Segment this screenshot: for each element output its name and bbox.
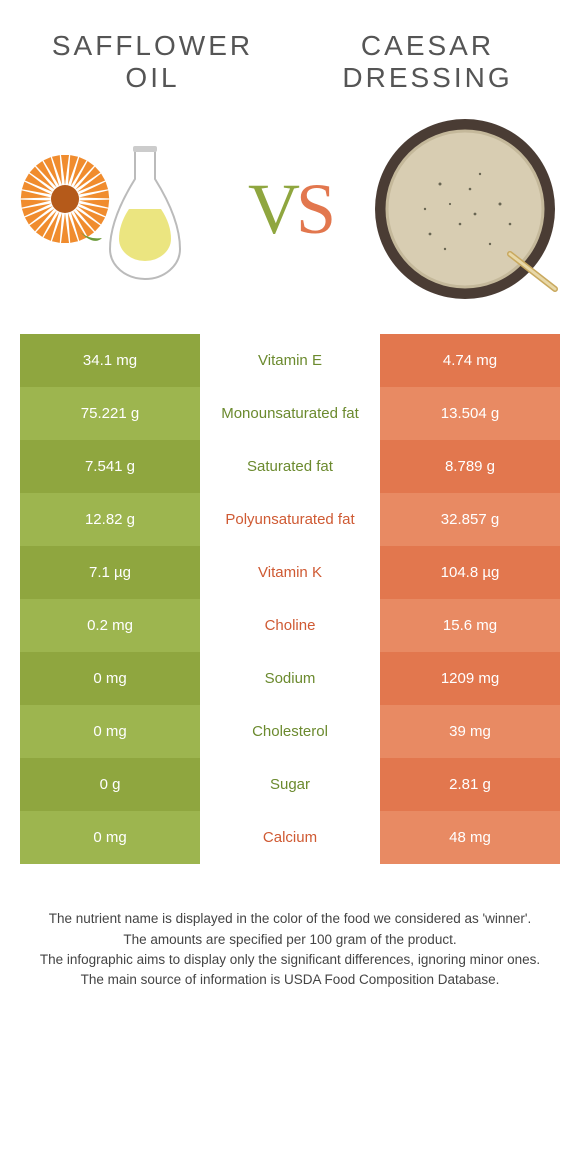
- nutrient-name: Polyunsaturated fat: [200, 493, 380, 546]
- left-title-line2: OIL: [125, 62, 179, 93]
- right-value: 13.504 g: [380, 387, 560, 440]
- nutrient-name: Sodium: [200, 652, 380, 705]
- right-title-line1: CAESAR: [361, 30, 494, 61]
- nutrient-table: 34.1 mgVitamin E4.74 mg75.221 gMonounsat…: [20, 334, 560, 864]
- safflower-oil-image: [20, 114, 210, 304]
- nutrient-name: Choline: [200, 599, 380, 652]
- safflower-icon: [20, 154, 110, 244]
- table-row: 0 mgCholesterol39 mg: [20, 705, 560, 758]
- left-value: 34.1 mg: [20, 334, 200, 387]
- images-row: VS: [0, 104, 580, 334]
- footnote-3: The infographic aims to display only the…: [35, 950, 545, 970]
- footnote-2: The amounts are specified per 100 gram o…: [35, 930, 545, 950]
- right-value: 32.857 g: [380, 493, 560, 546]
- footnotes: The nutrient name is displayed in the co…: [0, 864, 580, 990]
- nutrient-name: Calcium: [200, 811, 380, 864]
- footnote-4: The main source of information is USDA F…: [35, 970, 545, 990]
- flask-icon: [105, 144, 185, 284]
- header: SAFFLOWER OIL CAESAR DRESSING: [0, 0, 580, 104]
- nutrient-name: Vitamin K: [200, 546, 380, 599]
- right-value: 39 mg: [380, 705, 560, 758]
- nutrient-name: Saturated fat: [200, 440, 380, 493]
- right-value: 8.789 g: [380, 440, 560, 493]
- table-row: 12.82 gPolyunsaturated fat32.857 g: [20, 493, 560, 546]
- left-title: SAFFLOWER OIL: [40, 30, 265, 94]
- right-value: 48 mg: [380, 811, 560, 864]
- nutrient-name: Sugar: [200, 758, 380, 811]
- footnote-1: The nutrient name is displayed in the co…: [35, 909, 545, 929]
- caesar-dressing-image: [370, 114, 560, 304]
- table-row: 0 mgCalcium48 mg: [20, 811, 560, 864]
- left-value: 12.82 g: [20, 493, 200, 546]
- nutrient-name: Cholesterol: [200, 705, 380, 758]
- table-row: 0 gSugar2.81 g: [20, 758, 560, 811]
- bowl-icon: [370, 114, 560, 304]
- table-row: 7.1 µgVitamin K104.8 µg: [20, 546, 560, 599]
- left-title-line1: SAFFLOWER: [52, 30, 253, 61]
- right-value: 1209 mg: [380, 652, 560, 705]
- table-row: 34.1 mgVitamin E4.74 mg: [20, 334, 560, 387]
- table-row: 7.541 gSaturated fat8.789 g: [20, 440, 560, 493]
- vs-v: V: [248, 169, 296, 249]
- table-row: 0.2 mgCholine15.6 mg: [20, 599, 560, 652]
- right-value: 104.8 µg: [380, 546, 560, 599]
- right-title: CAESAR DRESSING: [315, 30, 540, 94]
- vs-s: S: [296, 169, 332, 249]
- left-value: 7.1 µg: [20, 546, 200, 599]
- left-value: 0 mg: [20, 705, 200, 758]
- nutrient-name: Vitamin E: [200, 334, 380, 387]
- left-value: 0.2 mg: [20, 599, 200, 652]
- left-value: 75.221 g: [20, 387, 200, 440]
- left-value: 0 mg: [20, 811, 200, 864]
- right-value: 4.74 mg: [380, 334, 560, 387]
- right-value: 15.6 mg: [380, 599, 560, 652]
- left-value: 0 mg: [20, 652, 200, 705]
- vs-label: VS: [248, 168, 332, 251]
- right-title-line2: DRESSING: [342, 62, 512, 93]
- left-value: 0 g: [20, 758, 200, 811]
- left-value: 7.541 g: [20, 440, 200, 493]
- right-value: 2.81 g: [380, 758, 560, 811]
- nutrient-name: Monounsaturated fat: [200, 387, 380, 440]
- table-row: 0 mgSodium1209 mg: [20, 652, 560, 705]
- table-row: 75.221 gMonounsaturated fat13.504 g: [20, 387, 560, 440]
